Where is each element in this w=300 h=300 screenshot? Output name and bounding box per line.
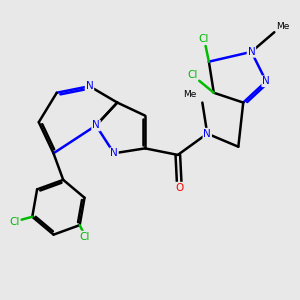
Text: N: N	[248, 47, 255, 57]
Text: N: N	[85, 81, 93, 91]
Text: Cl: Cl	[187, 70, 198, 80]
Text: Cl: Cl	[80, 232, 90, 242]
Text: O: O	[175, 183, 184, 193]
Text: Cl: Cl	[9, 217, 20, 227]
Text: N: N	[92, 121, 100, 130]
Text: N: N	[110, 148, 118, 158]
Text: Cl: Cl	[199, 34, 209, 44]
Text: N: N	[262, 76, 270, 86]
Text: Me: Me	[183, 90, 196, 99]
Text: Me: Me	[276, 22, 289, 31]
Text: N: N	[203, 129, 211, 139]
